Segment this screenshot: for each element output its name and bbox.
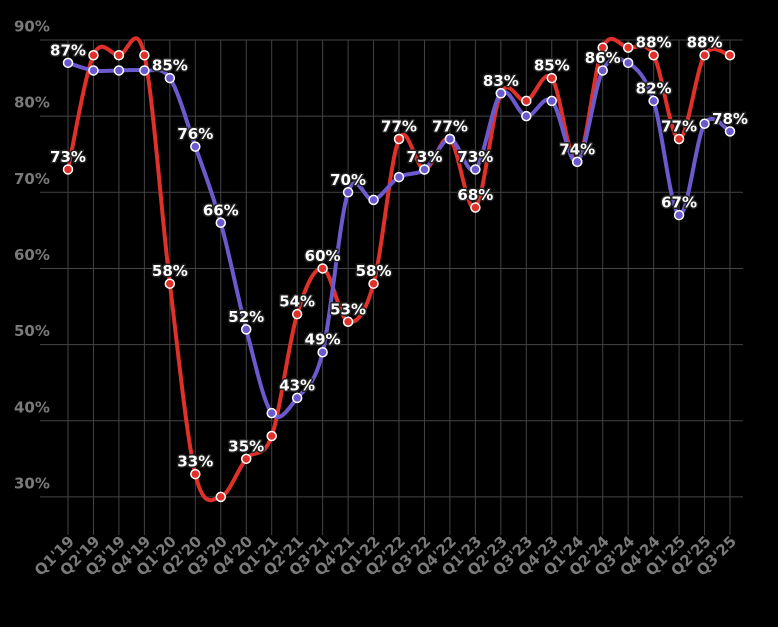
data-label: 83% [483, 72, 519, 90]
data-point [648, 49, 659, 61]
data-label: 70% [330, 171, 366, 189]
data-point [62, 57, 74, 69]
data-point [88, 49, 99, 61]
data-point [495, 88, 507, 99]
data-point [444, 133, 456, 145]
data-point [88, 65, 99, 76]
data-point [266, 407, 277, 419]
data-point [317, 263, 328, 274]
data-point [521, 95, 532, 107]
data-point [622, 42, 634, 53]
data-point [190, 468, 201, 480]
data-label: 60% [305, 247, 341, 265]
data-point [291, 308, 303, 320]
data-point [724, 126, 736, 137]
data-label: 86% [585, 49, 621, 67]
data-point [190, 141, 201, 152]
data-label: 88% [636, 34, 672, 52]
data-label: 49% [305, 331, 341, 349]
data-point [215, 491, 227, 503]
data-point [546, 72, 558, 84]
data-label: 73% [50, 148, 86, 166]
data-label: 33% [177, 453, 213, 471]
data-label: 73% [457, 148, 493, 166]
data-point [571, 156, 583, 168]
data-point [113, 49, 125, 61]
y-tick-label: 50% [14, 322, 50, 340]
data-label: 85% [152, 57, 188, 75]
y-tick-label: 30% [14, 474, 50, 492]
data-point [368, 278, 379, 289]
data-label: 58% [152, 262, 188, 280]
data-point [521, 110, 532, 122]
data-label: 58% [356, 262, 392, 280]
data-point [470, 164, 481, 175]
data-label: 67% [661, 194, 697, 212]
data-point [699, 118, 710, 130]
data-point [139, 49, 150, 61]
data-point [673, 209, 685, 221]
y-tick-label: 80% [14, 94, 50, 112]
data-label: 78% [712, 110, 748, 128]
y-tick-label: 60% [14, 246, 50, 264]
data-label: 53% [330, 300, 366, 318]
data-point [393, 133, 405, 145]
data-label: 68% [457, 186, 493, 204]
data-label: 76% [177, 125, 213, 143]
data-label: 85% [534, 57, 570, 75]
data-point [597, 65, 608, 76]
data-label: 43% [279, 376, 315, 394]
data-label: 52% [228, 308, 264, 326]
data-label: 87% [50, 41, 86, 59]
data-label: 77% [661, 118, 697, 136]
data-point [113, 65, 125, 76]
data-label: 66% [203, 201, 239, 219]
data-point [164, 72, 176, 84]
y-tick-label: 70% [14, 170, 50, 188]
data-point [724, 49, 736, 61]
data-label: 77% [432, 118, 468, 136]
data-label: 82% [636, 79, 672, 97]
y-tick-label: 90% [14, 18, 50, 36]
data-point [291, 392, 303, 404]
data-point [317, 346, 328, 358]
data-point [62, 164, 74, 175]
data-label: 77% [381, 118, 417, 136]
data-point [648, 95, 659, 107]
data-point [597, 42, 608, 53]
data-point [470, 202, 481, 213]
data-point [139, 65, 150, 76]
data-point [622, 57, 634, 69]
data-label: 88% [687, 34, 723, 52]
data-point [240, 453, 252, 465]
data-point [342, 187, 354, 198]
data-point [393, 171, 405, 183]
data-point [546, 95, 558, 107]
y-tick-label: 40% [14, 398, 50, 416]
data-point [164, 278, 176, 289]
data-point [699, 49, 710, 61]
data-point [215, 217, 227, 229]
data-label: 54% [279, 293, 315, 311]
data-point [266, 430, 277, 442]
data-label: 35% [228, 437, 264, 455]
data-point [419, 164, 430, 175]
data-label: 73% [407, 148, 443, 166]
data-point [673, 133, 685, 145]
data-label: 74% [559, 140, 595, 158]
data-point [240, 324, 252, 335]
data-point [342, 316, 354, 328]
data-point [368, 194, 379, 206]
